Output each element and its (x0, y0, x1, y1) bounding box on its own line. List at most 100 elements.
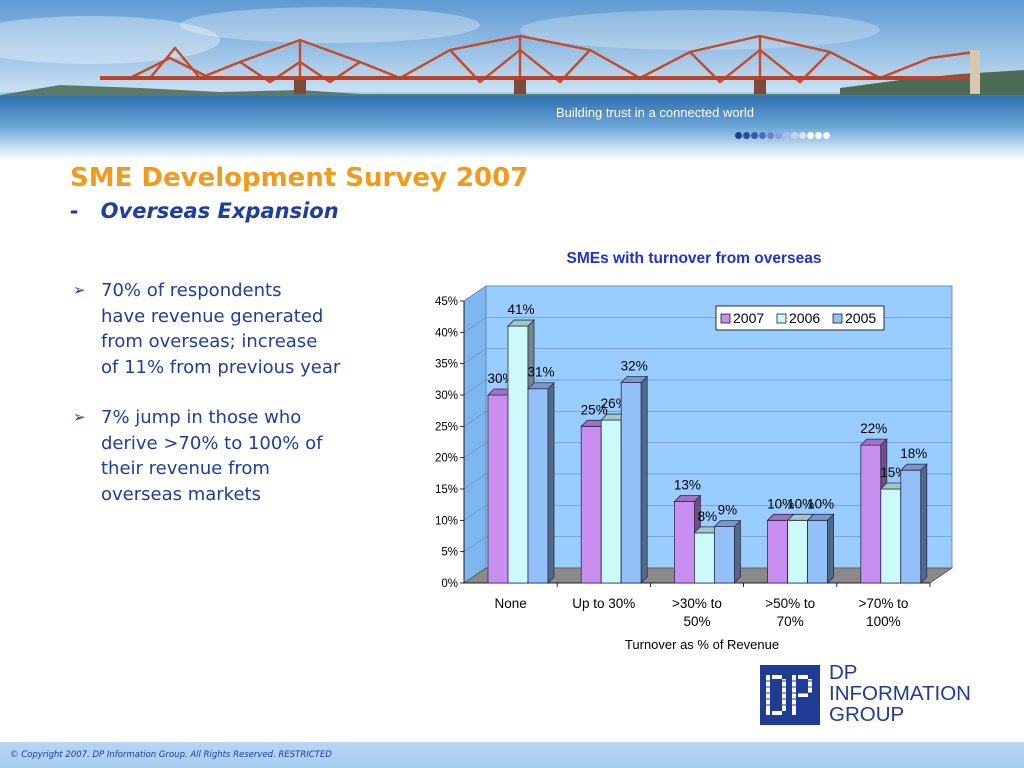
bar-top (899, 463, 928, 471)
tagline-dot (743, 132, 750, 139)
y-tick-label: 5% (441, 547, 458, 559)
bar-front (860, 444, 882, 584)
x-tick-label: None (494, 596, 526, 611)
gridline (463, 410, 952, 427)
data-label: 18% (900, 446, 927, 461)
bar-side (734, 519, 741, 584)
bar-front (807, 519, 828, 584)
bar (527, 381, 555, 584)
gridline (463, 504, 952, 521)
arrow-bullet-icon: ➢ (73, 408, 86, 426)
y-tick-label: 20% (435, 453, 458, 465)
bar (713, 519, 742, 584)
tagline: Building trust in a connected world (556, 105, 755, 120)
y-tick-label: 30% (435, 390, 458, 402)
gridline (463, 285, 952, 302)
tagline-dot (751, 132, 758, 139)
tagline-dot (815, 132, 822, 139)
legend-swatch (832, 313, 843, 324)
tagline-dot (767, 132, 774, 139)
logo-line: DP (829, 661, 858, 684)
bar-side (827, 513, 834, 584)
copyright-text: © Copyright 2007. DP Information Group. … (10, 750, 332, 760)
x-tick-label: >50% to (765, 596, 815, 611)
slide-subtitle: - Overseas Expansion (70, 199, 339, 223)
header-banner: Building trust in a connected world (0, 0, 1024, 160)
legend-label: 2007 (733, 310, 764, 326)
legend-box (715, 305, 885, 331)
y-tick-label: 40% (435, 327, 458, 339)
bar (806, 513, 835, 584)
bar-top (859, 438, 888, 446)
data-label: 31% (527, 365, 554, 380)
bar (899, 463, 928, 584)
x-tick-label: >30% to (672, 596, 722, 611)
tagline-dot (823, 132, 830, 139)
data-label: 13% (674, 478, 701, 493)
y-tick-label: 35% (435, 359, 458, 371)
legend-label: 2005 (845, 310, 876, 326)
tagline-dots (735, 124, 831, 143)
bar-front (900, 469, 922, 584)
legend-label: 2006 (789, 310, 820, 326)
arrow-bullet-icon: ➢ (73, 281, 86, 299)
tagline-dot (807, 132, 814, 139)
footer-bar: © Copyright 2007. DP Information Group. … (0, 742, 1024, 768)
data-label: 22% (860, 421, 887, 436)
tagline-dot (791, 132, 798, 139)
y-tick-label: 0% (441, 578, 458, 590)
bar (620, 375, 649, 584)
bar-top (507, 319, 535, 327)
y-tick-label: 25% (435, 421, 458, 433)
bridge-photo (0, 0, 1024, 160)
tagline-dot (775, 132, 782, 139)
bar-front (787, 519, 808, 584)
x-tick-label: 70% (777, 614, 804, 629)
bar-side (547, 381, 555, 584)
legend-swatch (776, 313, 787, 324)
data-label: 10% (767, 496, 794, 511)
data-label: 10% (787, 496, 814, 511)
chart-title: SMEs with turnover from overseas (566, 250, 822, 267)
tagline-dot (799, 132, 806, 139)
bar-front (507, 325, 529, 584)
bar-front (527, 388, 549, 584)
bullet-item: ➢ 70% of respondents have revenue genera… (73, 278, 403, 380)
bar-side (640, 375, 648, 584)
bar-side (920, 463, 928, 584)
bar (859, 438, 888, 584)
data-label: 9% (718, 503, 738, 518)
x-axis-title: Turnover as % of Revenue (625, 637, 779, 652)
y-tick-label: 15% (435, 484, 458, 496)
bar-top (673, 495, 702, 502)
data-label: 25% (581, 402, 608, 417)
bar-top (806, 513, 835, 521)
data-label: 8% (698, 509, 718, 524)
dp-logo-icon (760, 675, 820, 715)
y-tick-label: 10% (435, 515, 458, 527)
x-tick-label: 50% (683, 614, 710, 629)
bar-front (714, 526, 735, 584)
bar-front (674, 501, 695, 584)
bar-top (527, 382, 555, 390)
data-label: 41% (507, 302, 534, 317)
x-tick-label: Up to 30% (572, 596, 635, 611)
bar-front (600, 419, 622, 584)
subtitle-text: Overseas Expansion (100, 199, 339, 223)
bar-front (767, 519, 788, 584)
data-label: 32% (621, 358, 648, 373)
bar-front (487, 394, 509, 584)
tagline-dot (783, 132, 790, 139)
gridline (463, 379, 952, 396)
data-label: 10% (807, 496, 834, 511)
bullet-item: ➢ 7% jump in those who derive >70% to 10… (73, 405, 403, 507)
chart-legend: 2007 2006 2005 (715, 305, 885, 331)
bar-top (713, 520, 742, 527)
x-tick-label: 100% (866, 614, 901, 629)
subtitle-dash: - (70, 199, 79, 223)
x-tick-label: >70% to (858, 596, 908, 611)
bar-front (694, 532, 715, 584)
bar-front (620, 382, 642, 584)
bar-front (880, 488, 902, 584)
